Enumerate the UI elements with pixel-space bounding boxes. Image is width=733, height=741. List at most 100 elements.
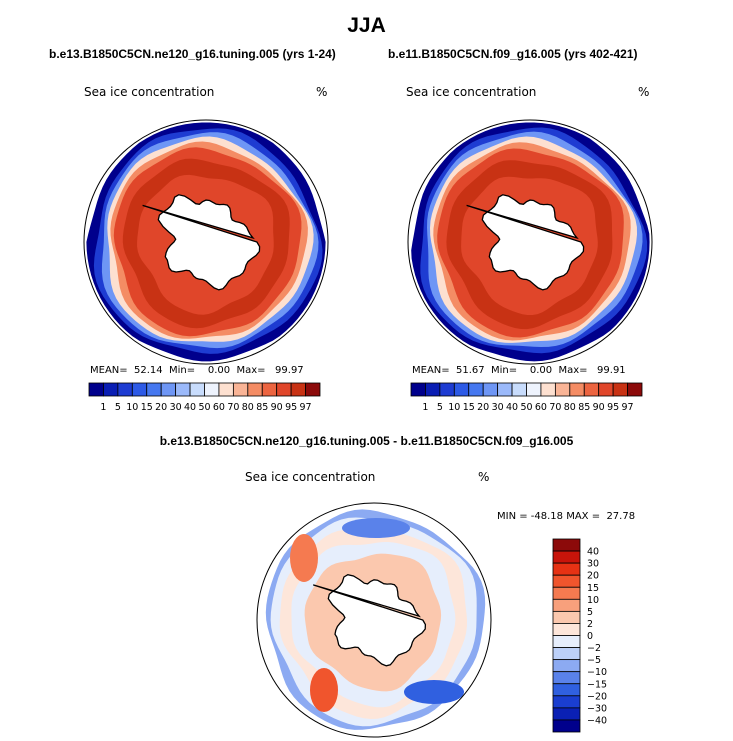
colorbar-tick-label: 70 (227, 402, 239, 413)
colorbar-tick-label: 2 (587, 619, 593, 630)
colorbar-swatch (552, 610, 581, 624)
colorbar-swatch (146, 382, 162, 397)
colorbar-tick-label: 90 (593, 402, 605, 413)
panel-right-stats: MEAN= 51.67 Min= 0.00 Max= 99.91 (412, 365, 626, 376)
colorbar-swatch (468, 382, 484, 397)
panel-left-variable-label: Sea ice concentration (84, 85, 215, 99)
diff-variable-label: Sea ice concentration (245, 470, 376, 484)
colorbar-swatch (552, 707, 581, 721)
colorbar-tick-label: 20 (477, 402, 489, 413)
diff-stats: MIN = -48.18 MAX = 27.78 (497, 511, 636, 522)
colorbar-swatch (482, 382, 499, 397)
colorbar-swatch (425, 382, 441, 397)
colorbar-swatch (540, 382, 556, 397)
colorbar-tick-label: 80 (564, 402, 576, 413)
colorbar-swatch (290, 382, 306, 397)
colorbar-tick-label: 95 (285, 402, 297, 413)
colorbar-tick-label: 5 (437, 402, 443, 413)
colorbar-tick-label: −20 (587, 691, 607, 702)
colorbar-swatch (552, 635, 581, 648)
map-boundary (407, 119, 653, 365)
colorbar-swatch (117, 382, 133, 397)
colorbar-swatch (526, 382, 542, 397)
colorbar-swatch (247, 382, 263, 397)
colorbar-swatch (276, 382, 292, 397)
antarctica-coastline (313, 574, 427, 667)
colorbar-swatch (552, 550, 581, 564)
colorbar-tick-label: 40 (506, 402, 518, 413)
map-panel-right (407, 119, 653, 365)
panel-right-units-label: % (638, 85, 650, 99)
colorbar-tick-label: 40 (587, 547, 599, 558)
colorbar-tick-label: 70 (549, 402, 561, 413)
colorbar-tick-label: 95 (607, 402, 619, 413)
colorbar-tick-label: 20 (587, 571, 599, 582)
colorbar-tick-label: 10 (587, 595, 599, 606)
colorbar-tick-label: 60 (213, 402, 225, 413)
colorbar-swatch (552, 695, 581, 709)
colorbar-tick-label: 97 (300, 402, 312, 413)
colorbar-tick-label: 15 (587, 583, 599, 594)
colorbar-swatch (583, 382, 600, 397)
colorbar-swatch (103, 382, 119, 397)
colorbar-swatch (552, 683, 581, 697)
colorbar-tick-label: −2 (587, 643, 601, 654)
colorbar-swatch (88, 382, 104, 397)
map-boundary (256, 502, 492, 738)
colorbar-swatch (612, 382, 628, 397)
colorbar-swatch (305, 382, 321, 397)
colorbar-swatch (552, 586, 581, 600)
colorbar-swatch (552, 719, 581, 733)
colorbar-tick-label: 60 (535, 402, 547, 413)
colorbar-tick-label: 30 (587, 559, 599, 570)
antarctica-coastline (466, 194, 585, 291)
panel-left-title: b.e13.B1850C5CN.ne120_g16.tuning.005 (yr… (49, 47, 336, 61)
colorbar-swatch (160, 382, 177, 397)
colorbar-tick-label: 20 (155, 402, 167, 413)
colorbar-swatch (554, 382, 571, 397)
colorbar-swatch (552, 623, 581, 636)
colorbar-swatch (552, 574, 581, 588)
colorbar-swatch (232, 382, 249, 397)
colorbar-tick-label: 97 (622, 402, 634, 413)
colorbar-tick-label: −15 (587, 679, 607, 690)
colorbar-tick-label: 30 (170, 402, 182, 413)
colorbar-tick-label: 30 (492, 402, 504, 413)
diff-positive-patch (310, 668, 338, 712)
colorbar-swatch (552, 671, 581, 685)
colorbar-tick-label: −5 (587, 655, 601, 666)
map-field (86, 122, 326, 362)
colorbar-swatch (552, 647, 581, 661)
map-field (257, 503, 491, 737)
colorbar-tick-label: 15 (141, 402, 153, 413)
colorbar-swatch (552, 562, 581, 576)
map-panel-left (83, 119, 329, 365)
colorbar-swatch (261, 382, 278, 397)
panel-right-title: b.e11.B1850C5CN.f09_g16.005 (yrs 402-421… (388, 47, 638, 61)
colorbar-swatch (204, 382, 220, 397)
colorbar-swatch (627, 382, 643, 397)
colorbar-tick-label: −10 (587, 667, 607, 678)
panel-left-stats: MEAN= 52.14 Min= 0.00 Max= 99.97 (90, 365, 304, 376)
colorbar-tick-label: 5 (587, 607, 593, 618)
panel-right-variable-label: Sea ice concentration (406, 85, 537, 99)
colorbar-tick-label: −30 (587, 703, 607, 714)
colorbar-swatch (497, 382, 513, 397)
colorbar-swatch (175, 382, 191, 397)
colorbar-swatch (131, 382, 148, 397)
colorbar-tick-label: 1 (422, 402, 428, 413)
colorbar-swatch (439, 382, 455, 397)
diff-positive-patch (290, 534, 318, 582)
colorbar-tick-label: 15 (463, 402, 475, 413)
panel-left-units-label: % (316, 85, 328, 99)
colorbar-tick-label: 40 (184, 402, 196, 413)
colorbar-swatch (189, 382, 205, 397)
colorbar-tick-label: 85 (256, 402, 268, 413)
diff-negative-patch (404, 680, 464, 704)
colorbar-tick-label: 90 (271, 402, 283, 413)
colorbar-swatch (453, 382, 470, 397)
colorbar-swatch (598, 382, 614, 397)
diff-negative-patch (342, 518, 410, 538)
